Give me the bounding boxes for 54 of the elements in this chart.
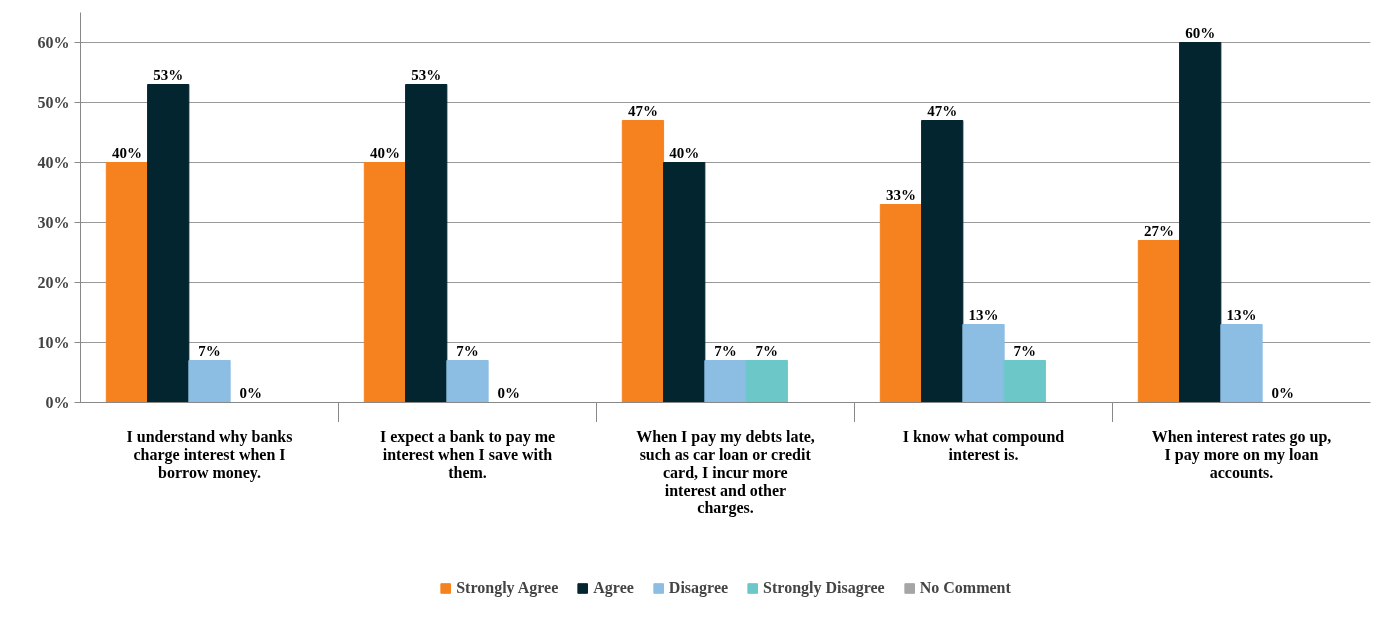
- data-label: 0%: [239, 384, 263, 401]
- bar: [704, 360, 747, 403]
- data-label: 27%: [1143, 222, 1174, 239]
- data-label: 53%: [411, 66, 442, 83]
- bar: [105, 162, 149, 403]
- bar: [1003, 360, 1046, 403]
- y-tick-label: 40%: [37, 154, 70, 171]
- y-tick-label: 0%: [45, 394, 70, 411]
- data-label: 53%: [153, 66, 184, 83]
- legend-label: Agree: [593, 579, 634, 597]
- legend-label: Strongly Agree: [456, 579, 559, 597]
- data-label: 0%: [497, 384, 521, 401]
- bar: [745, 360, 788, 403]
- bar: [962, 324, 1005, 403]
- bar: [188, 360, 231, 403]
- bar: [363, 162, 407, 403]
- legend-label: Strongly Disagree: [763, 579, 885, 597]
- x-tick-label: I know what compound interest is.: [902, 428, 1065, 463]
- data-label: 40%: [369, 144, 400, 161]
- data-label: 13%: [968, 306, 999, 323]
- data-label: 7%: [456, 342, 479, 359]
- data-label: 13%: [1226, 306, 1257, 323]
- data-label: 7%: [198, 342, 221, 359]
- data-label: 7%: [1013, 342, 1037, 359]
- legend-label: No Comment: [919, 579, 1011, 597]
- y-tick-label: 30%: [37, 214, 70, 231]
- bar: [921, 120, 964, 403]
- data-label: 7%: [755, 342, 779, 359]
- bar: [405, 84, 448, 403]
- y-tick-label: 50%: [37, 94, 70, 111]
- y-tick-label: 20%: [37, 274, 70, 291]
- legend-label: Disagree: [668, 579, 729, 597]
- data-label: 33%: [885, 186, 916, 203]
- data-label: 40%: [669, 144, 700, 161]
- x-tick-label: When I pay my debts late, such as car loan or credit card, I incur more interest and other charges.: [636, 428, 815, 518]
- data-label: 60%: [1185, 24, 1216, 41]
- bar: [1220, 324, 1263, 403]
- bar: [1137, 240, 1181, 403]
- data-label: 7%: [714, 342, 737, 359]
- data-label: 40%: [111, 144, 142, 161]
- bar: [663, 162, 706, 403]
- bar: [1179, 42, 1222, 403]
- data-label: 0%: [1271, 384, 1295, 401]
- y-tick-label: 10%: [37, 334, 70, 351]
- bar: [879, 204, 923, 403]
- x-tick-label: I expect a bank to pay me interest when I save with them.: [379, 428, 556, 481]
- bar: [621, 120, 665, 403]
- data-label: 47%: [927, 102, 958, 119]
- bar: [147, 84, 190, 403]
- bar: [446, 360, 489, 403]
- x-tick-label: When interest rates go up, I pay more on my loan accounts.: [1151, 428, 1332, 481]
- x-tick-label: I understand why banks charge interest when I borrow money.: [126, 428, 293, 482]
- data-label: 47%: [627, 102, 658, 119]
- y-tick-label: 60%: [37, 34, 70, 51]
